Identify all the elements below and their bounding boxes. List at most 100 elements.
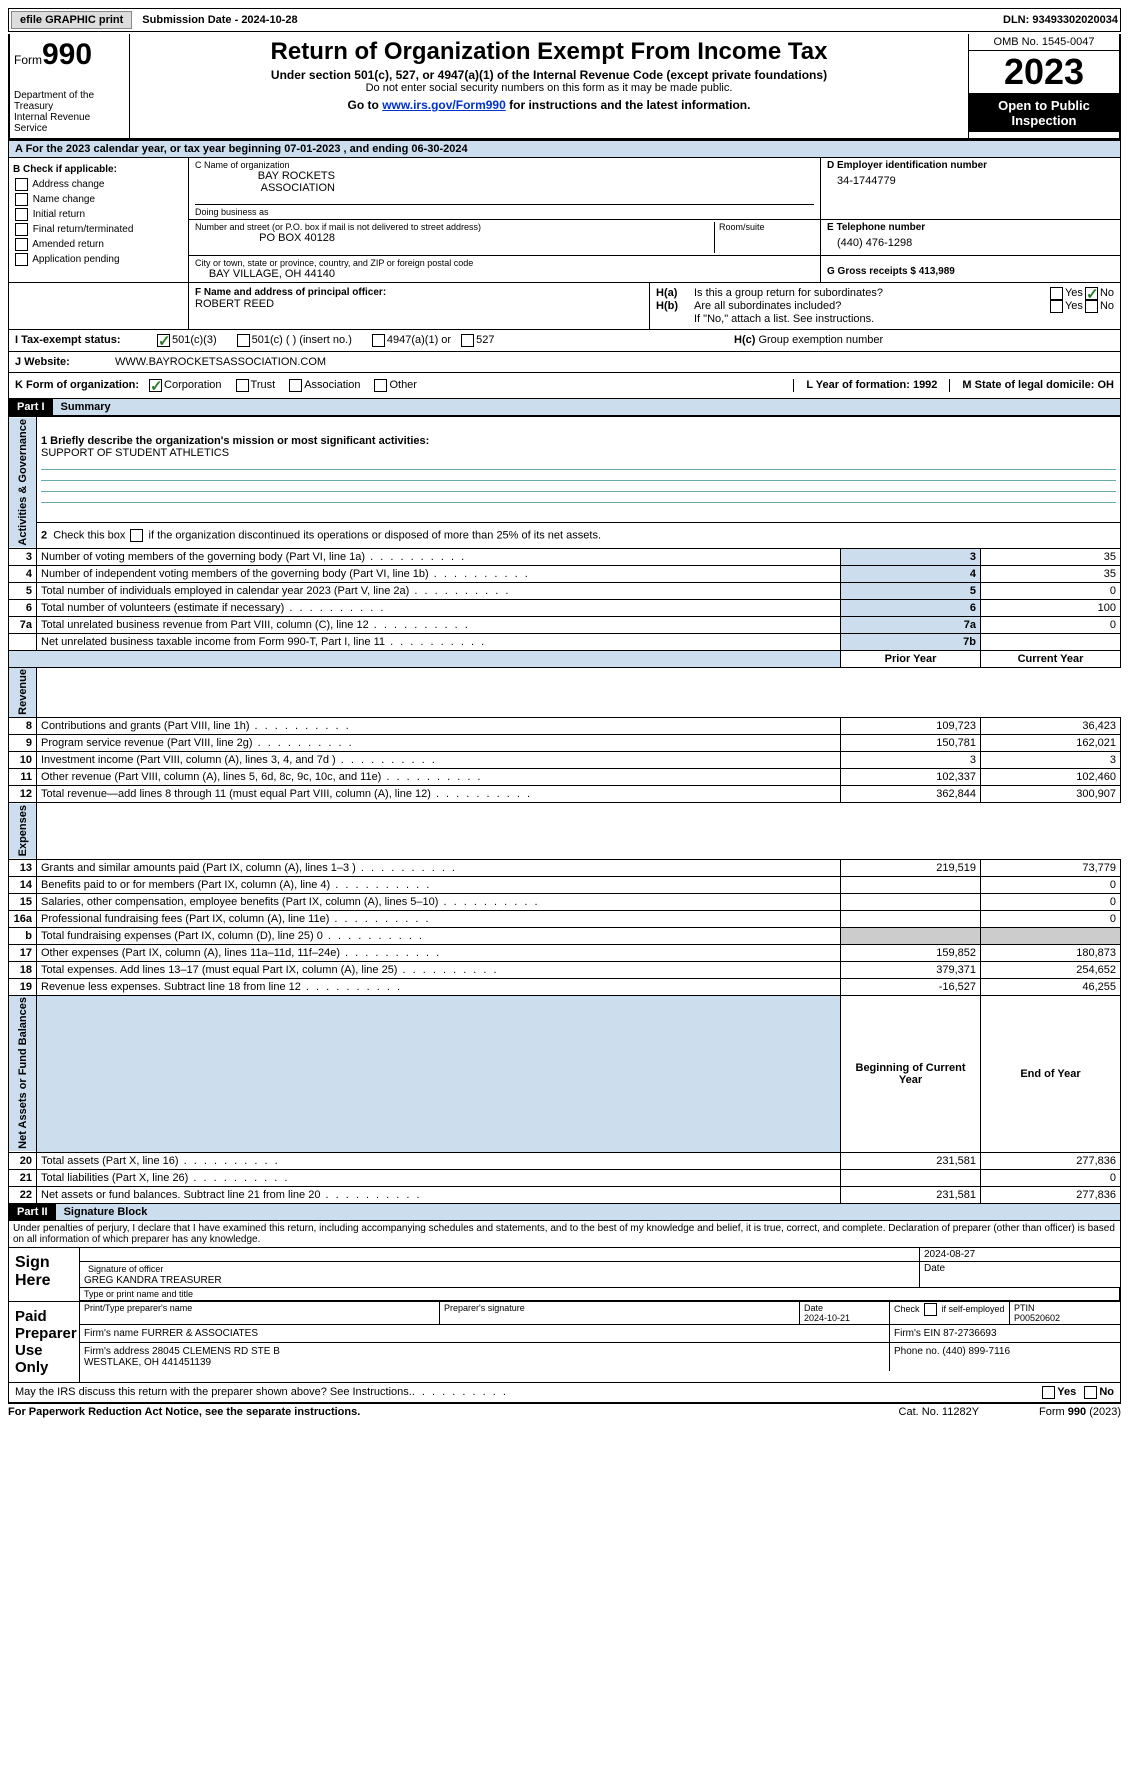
boxb-item[interactable]: Name change — [13, 192, 184, 207]
firm-phone: Phone no. (440) 899-7116 — [890, 1343, 1120, 1371]
vlabel-net: Net Assets or Fund Balances — [9, 995, 37, 1152]
paid-preparer-label: Paid Preparer Use Only — [9, 1302, 79, 1382]
vlabel-revenue: Revenue — [9, 667, 37, 718]
boxb-item[interactable]: Amended return — [13, 237, 184, 252]
phone-label: E Telephone number — [827, 222, 1114, 233]
sign-here-label: Sign Here — [9, 1248, 79, 1301]
boxb-item[interactable]: Application pending — [13, 252, 184, 267]
officer-name: ROBERT REED — [195, 298, 643, 310]
boxb-item[interactable]: Final return/terminated — [13, 222, 184, 237]
prior-year-header: Prior Year — [841, 650, 981, 667]
department: Department of the Treasury Internal Reve… — [14, 90, 125, 134]
officer-sig-name: GREG KANDRA TREASURER — [84, 1275, 915, 1286]
efile-print-button[interactable]: efile GRAPHIC print — [11, 11, 132, 29]
dba-label: Doing business as — [195, 204, 814, 217]
phone: (440) 476-1298 — [827, 233, 1114, 253]
summary-row: 11 Other revenue (Part VIII, column (A),… — [9, 769, 1121, 786]
current-year-header: Current Year — [981, 650, 1121, 667]
summary-row: b Total fundraising expenses (Part IX, c… — [9, 927, 1121, 944]
hc-label: H(c) Group exemption number — [734, 334, 1114, 347]
city-label: City or town, state or province, country… — [195, 258, 814, 268]
cat-no: Cat. No. 11282Y — [899, 1406, 980, 1418]
street-label: Number and street (or P.O. box if mail i… — [195, 222, 714, 232]
form-footer: Form 990 (2023) — [1039, 1406, 1121, 1418]
hb-yes-checkbox[interactable] — [1050, 300, 1063, 313]
hb-no-checkbox[interactable] — [1085, 300, 1098, 313]
summary-row: 9 Program service revenue (Part VIII, li… — [9, 735, 1121, 752]
perjury-statement: Under penalties of perjury, I declare th… — [8, 1221, 1121, 1248]
summary-row: 21 Total liabilities (Part X, line 26)0 — [9, 1169, 1121, 1186]
self-emp-checkbox[interactable] — [924, 1303, 937, 1316]
corp-checkbox[interactable] — [149, 379, 162, 392]
527-checkbox[interactable] — [461, 334, 474, 347]
summary-row: 14 Benefits paid to or for members (Part… — [9, 876, 1121, 893]
summary-row: 13 Grants and similar amounts paid (Part… — [9, 859, 1121, 876]
4947-checkbox[interactable] — [372, 334, 385, 347]
firm-name: FURRER & ASSOCIATES — [141, 1328, 258, 1339]
ha-yes-checkbox[interactable] — [1050, 287, 1063, 300]
end-year-header: End of Year — [981, 995, 1121, 1152]
summary-row: 10 Investment income (Part VIII, column … — [9, 752, 1121, 769]
city: BAY VILLAGE, OH 44140 — [195, 268, 335, 280]
form-header: Form990 Department of the Treasury Inter… — [8, 34, 1121, 140]
begin-year-header: Beginning of Current Year — [841, 995, 981, 1152]
instructions-link-row: Go to www.irs.gov/Form990 for instructio… — [140, 98, 958, 112]
form-title: Return of Organization Exempt From Incom… — [140, 38, 958, 66]
ssn-warning: Do not enter social security numbers on … — [140, 82, 958, 94]
sig-date: 2024-08-27 — [920, 1248, 1120, 1262]
boxb-item[interactable]: Address change — [13, 177, 184, 192]
topbar: efile GRAPHIC print Submission Date - 20… — [8, 8, 1121, 32]
trust-checkbox[interactable] — [236, 379, 249, 392]
other-checkbox[interactable] — [374, 379, 387, 392]
summary-row: 17 Other expenses (Part IX, column (A), … — [9, 944, 1121, 961]
vlabel-governance: Activities & Governance — [9, 417, 37, 549]
omb-number: OMB No. 1545-0047 — [969, 34, 1119, 51]
ptin: P00520602 — [1014, 1313, 1060, 1323]
ein-label: D Employer identification number — [827, 160, 1114, 171]
summary-row: 20 Total assets (Part X, line 16)231,581… — [9, 1152, 1121, 1169]
summary-row: 19 Revenue less expenses. Subtract line … — [9, 978, 1121, 995]
firm-ein: Firm's EIN 87-2736693 — [890, 1325, 1120, 1342]
discuss-yes-checkbox[interactable] — [1042, 1386, 1055, 1399]
summary-table: Activities & Governance 1 Briefly descri… — [8, 416, 1121, 1204]
discontinued-checkbox[interactable] — [130, 529, 143, 542]
irs-link[interactable]: www.irs.gov/Form990 — [382, 98, 506, 112]
hb-label: Are all subordinates included? — [694, 300, 1048, 313]
signature-block: Sign Here 2024-08-27 Signature of office… — [8, 1248, 1121, 1383]
form-subtitle: Under section 501(c), 527, or 4947(a)(1)… — [140, 68, 958, 82]
ha-no-checkbox[interactable] — [1085, 287, 1098, 300]
501c3-checkbox[interactable] — [157, 334, 170, 347]
assoc-checkbox[interactable] — [289, 379, 302, 392]
tax-period: A For the 2023 calendar year, or tax yea… — [8, 140, 1121, 158]
entity-block: B Check if applicable: Address change Na… — [8, 158, 1121, 283]
vlabel-expenses: Expenses — [9, 803, 37, 859]
mission: SUPPORT OF STUDENT ATHLETICS — [41, 447, 1116, 459]
gov-row: 3 Number of voting members of the govern… — [9, 548, 1121, 565]
row-k: K Form of organization: Corporation Trus… — [8, 373, 1121, 399]
summary-row: 22 Net assets or fund balances. Subtract… — [9, 1186, 1121, 1203]
domicile: M State of legal domicile: OH — [949, 379, 1114, 392]
room-label: Room/suite — [719, 222, 814, 232]
mission-label: 1 Briefly describe the organization's mi… — [41, 435, 1116, 447]
tax-year: 2023 — [969, 51, 1119, 94]
self-employed: Check if self-employed — [890, 1302, 1010, 1324]
year-formation: L Year of formation: 1992 — [793, 379, 949, 392]
summary-row: 8 Contributions and grants (Part VIII, l… — [9, 718, 1121, 735]
summary-row: 16a Professional fundraising fees (Part … — [9, 910, 1121, 927]
boxb-item[interactable]: Initial return — [13, 207, 184, 222]
discuss-no-checkbox[interactable] — [1084, 1386, 1097, 1399]
gov-row: 7a Total unrelated business revenue from… — [9, 616, 1121, 633]
may-irs-row: May the IRS discuss this return with the… — [8, 1383, 1121, 1403]
summary-row: 12 Total revenue—add lines 8 through 11 … — [9, 786, 1121, 803]
gov-row: 4 Number of independent voting members o… — [9, 565, 1121, 582]
hb-note: If "No," attach a list. See instructions… — [656, 313, 1114, 325]
gov-row: Net unrelated business taxable income fr… — [9, 633, 1121, 650]
open-to-public: Open to Public Inspection — [969, 94, 1119, 132]
row-fh: F Name and address of principal officer:… — [8, 283, 1121, 330]
summary-row: 18 Total expenses. Add lines 13–17 (must… — [9, 961, 1121, 978]
501c-checkbox[interactable] — [237, 334, 250, 347]
org-name-label: C Name of organization — [195, 160, 814, 170]
website: WWW.BAYROCKETSASSOCIATION.COM — [115, 356, 326, 368]
ha-label: Is this a group return for subordinates? — [694, 287, 1048, 300]
row-j: J Website: WWW.BAYROCKETSASSOCIATION.COM — [8, 352, 1121, 373]
